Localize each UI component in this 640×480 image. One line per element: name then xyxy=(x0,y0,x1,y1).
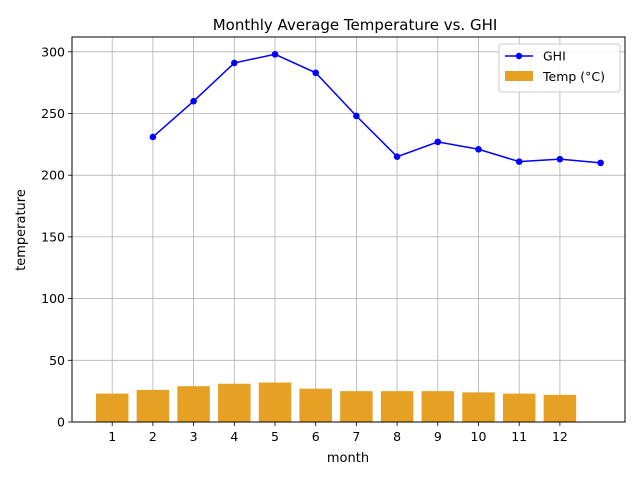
x-axis-ticks: 1 2 3 4 5 6 7 8 9 10 11 12 xyxy=(108,422,568,444)
y-tick-label: 250 xyxy=(41,106,65,121)
x-tick-label: 3 xyxy=(190,429,198,444)
ghi-point xyxy=(434,138,442,146)
bar xyxy=(340,391,373,422)
y-tick-label: 200 xyxy=(41,168,65,183)
ghi-point xyxy=(393,153,401,160)
ghi-point xyxy=(312,69,320,77)
bar xyxy=(543,394,577,422)
x-tick-label: 10 xyxy=(471,429,487,444)
x-tick-label: 7 xyxy=(352,429,360,444)
bar xyxy=(502,393,536,422)
y-tick-label: 50 xyxy=(49,353,65,368)
legend: GHI Temp (°C) xyxy=(498,43,621,93)
x-tick-label: 9 xyxy=(434,429,442,444)
chart-title: Monthly Average Temperature vs. GHI xyxy=(213,16,498,34)
x-tick-label: 12 xyxy=(552,429,568,444)
plot-frame xyxy=(71,36,626,423)
y-axis-label: temperature xyxy=(14,189,29,271)
ghi-point xyxy=(515,158,523,165)
x-tick-label: 2 xyxy=(149,429,157,444)
bar xyxy=(95,393,129,422)
ghi-point xyxy=(475,145,482,153)
bar xyxy=(136,389,170,422)
bar xyxy=(462,392,495,422)
legend-line-marker xyxy=(515,52,523,60)
ghi-point xyxy=(556,155,564,163)
x-tick-label: 4 xyxy=(230,429,238,444)
x-tick-label: 5 xyxy=(271,429,279,444)
y-axis-ticks: 0 50 100 150 200 250 300 xyxy=(41,44,72,430)
x-axis-label: month xyxy=(327,451,369,466)
ghi-line xyxy=(152,53,601,164)
x-tick-label: 1 xyxy=(108,429,116,444)
bar xyxy=(258,382,292,422)
y-tick-label: 100 xyxy=(41,291,65,306)
ghi-point xyxy=(231,59,238,67)
ghi-point xyxy=(149,133,157,141)
bar xyxy=(421,391,455,422)
x-tick-label: 8 xyxy=(393,429,401,444)
ghi-point xyxy=(353,112,360,120)
bar-series xyxy=(95,382,577,422)
bar xyxy=(177,386,210,422)
grid xyxy=(72,37,625,423)
y-tick-label: 150 xyxy=(41,229,65,244)
legend-bar-swatch xyxy=(505,71,533,81)
x-tick-label: 6 xyxy=(312,429,320,444)
legend-label-ghi: GHI xyxy=(543,49,566,64)
bar xyxy=(218,383,251,422)
line-series xyxy=(149,50,604,167)
ghi-point xyxy=(597,159,604,167)
ghi-point xyxy=(190,97,197,105)
bar xyxy=(380,391,414,422)
y-tick-label: 300 xyxy=(41,44,65,59)
y-tick-label: 0 xyxy=(57,415,65,430)
bar xyxy=(299,388,332,422)
x-tick-label: 11 xyxy=(511,429,527,444)
legend-label-temp: Temp (°C) xyxy=(542,69,605,84)
ghi-point xyxy=(271,50,279,58)
